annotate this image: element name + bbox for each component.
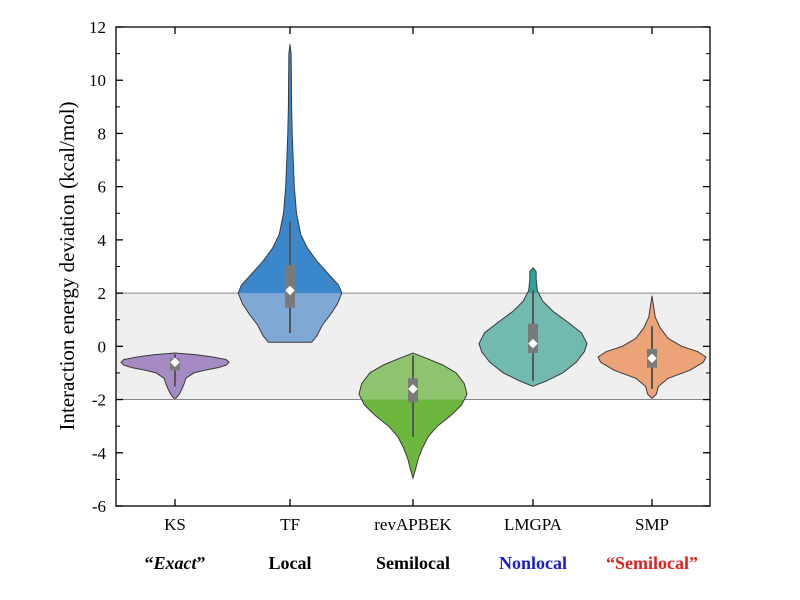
violin-outline-revapbek xyxy=(358,352,468,480)
y-tick-label: 8 xyxy=(98,124,107,143)
x-group-label: Local xyxy=(269,553,312,573)
x-group-label: Nonlocal xyxy=(499,553,567,573)
mean-marker-lmgpa xyxy=(528,338,538,349)
iqr-box-lmgpa xyxy=(528,323,538,353)
violin-revapbek xyxy=(358,352,468,480)
y-tick-label: 6 xyxy=(98,178,107,197)
y-tick-label: -2 xyxy=(92,391,106,410)
violin-outline-smp xyxy=(597,295,707,399)
y-axis-label: Interaction energy deviation (kcal/mol) xyxy=(55,101,79,430)
y-tick-label: 4 xyxy=(98,231,107,250)
x-category-label: revAPBEK xyxy=(374,515,452,534)
mean-marker-smp xyxy=(647,353,657,364)
x-group-label: “Semilocal” xyxy=(606,553,698,573)
mean-marker-ks xyxy=(170,357,180,368)
mean-marker-tf xyxy=(285,285,295,296)
violin-smp xyxy=(597,295,707,399)
y-tick-label: 12 xyxy=(89,18,106,37)
x-category-label: SMP xyxy=(635,515,669,534)
violin-outline-lmgpa xyxy=(478,266,588,387)
violin-outline-tf xyxy=(237,44,343,343)
x-category-label: LMGPA xyxy=(504,515,563,534)
violin-layer xyxy=(120,44,707,480)
violin-body-outer-tf xyxy=(238,44,342,343)
y-tick-label: -6 xyxy=(92,497,106,516)
y-tick-label: 0 xyxy=(98,337,107,356)
y-tick-label: 10 xyxy=(89,71,106,90)
x-group-label: “Exact” xyxy=(145,553,206,573)
axis-layer: -6 -4 -2 0 2 4 6 8 10 12 KS TF revAPBEK LMGPA SMP “Exac… xyxy=(89,18,711,573)
violin-tf xyxy=(237,44,343,343)
mean-marker-revapbek xyxy=(408,384,418,394)
violin-outline-ks xyxy=(120,352,230,399)
y-tick-label: -4 xyxy=(92,444,107,463)
violin-ks xyxy=(120,352,230,399)
x-category-label: TF xyxy=(280,515,300,534)
x-group-label: Semilocal xyxy=(376,553,450,573)
y-tick-label: 2 xyxy=(98,284,107,303)
x-category-label: KS xyxy=(164,515,186,534)
violin-lmgpa xyxy=(478,266,588,387)
